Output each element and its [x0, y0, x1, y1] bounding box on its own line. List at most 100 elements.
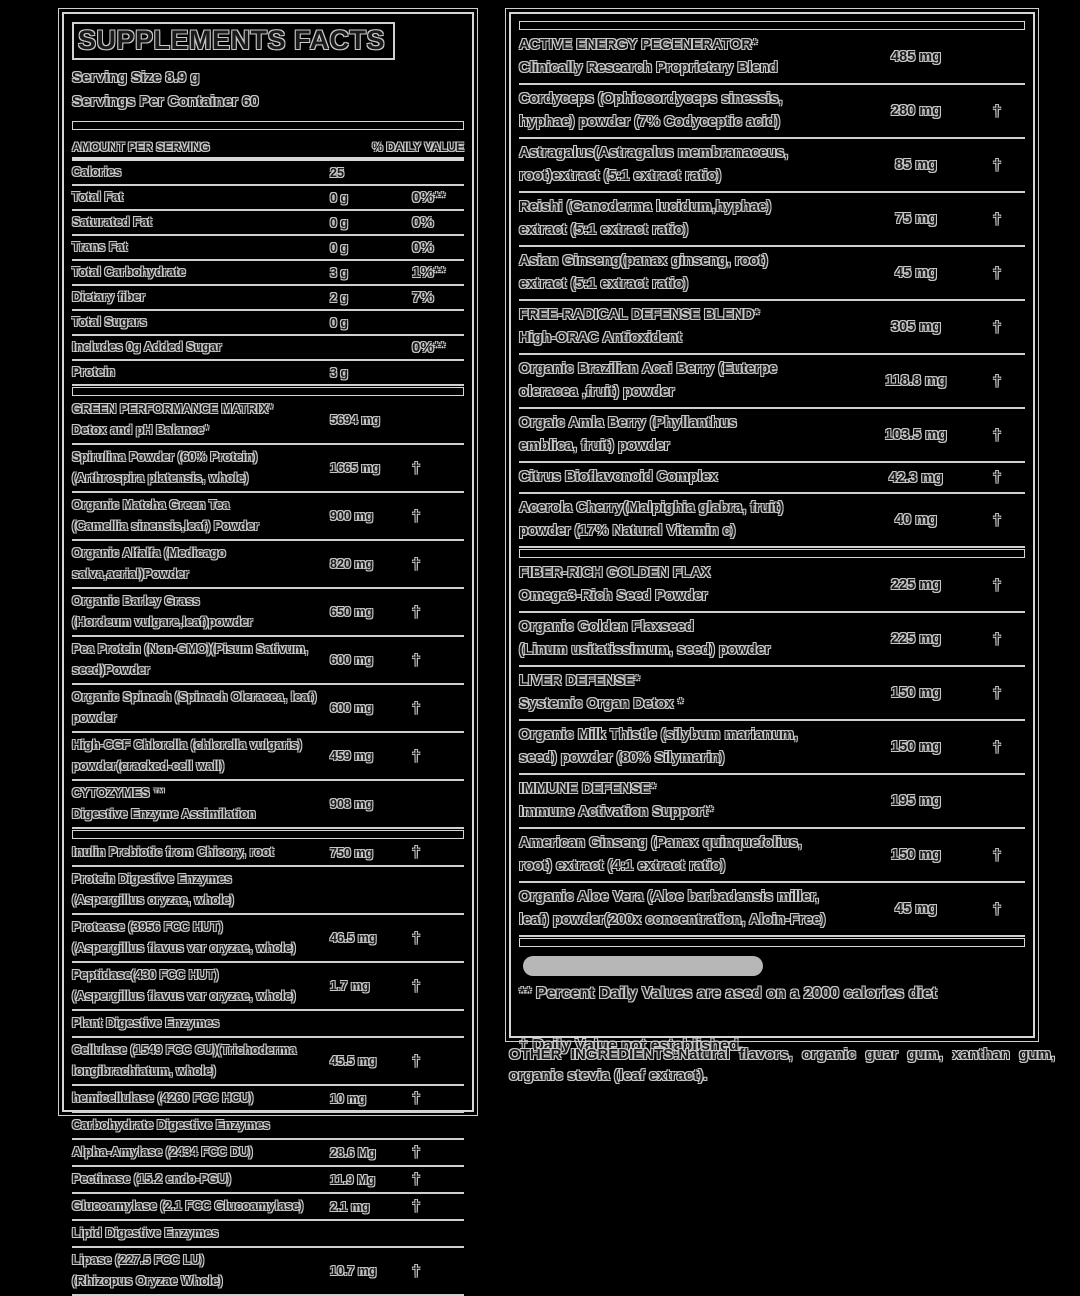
facts-row: High-CGF Chlorella (chlorella vulgaris) p… — [72, 733, 464, 781]
row-name-line: Dietary fiber — [72, 290, 145, 304]
row-daily-value-mark: † — [412, 929, 421, 947]
row-name: Organic Matcha Green Tea (Camellia sinens… — [72, 493, 330, 539]
supplement-facts-left-panel: SUPPLEMENTS FACTS Serving Size 8.9 g Ser… — [58, 8, 478, 1296]
row-name-line: Digestive Enzyme Assimilation — [72, 807, 256, 821]
row-name-line: Saturated Fat — [72, 215, 152, 229]
facts-row: Total Fat 0 g 0%** — [72, 186, 464, 211]
row-name-line: (Hordeum vulgare,leaf)powder — [72, 615, 253, 629]
facts-row: Organic Matcha Green Tea (Camellia sinens… — [72, 493, 464, 541]
row-name-line: FREE-RADICAL DEFENSE BLEND* — [519, 307, 760, 323]
row-name: CYTOZYMES ™ Digestive Enzyme Assimilation — [72, 781, 330, 827]
row-daily-value-mark: † — [992, 469, 1002, 486]
row-name-line: FIBER-RICH GOLDEN FLAX — [519, 565, 711, 581]
row-name-line: oleracea ,fruit) powder — [519, 384, 675, 400]
facts-row: Spirulina Powder (60% Protein) (Arthrospi… — [72, 445, 464, 493]
row-name-line: Protein — [72, 365, 116, 379]
row-daily-value-mark: † — [412, 747, 421, 765]
row-name-line: Organic Matcha Green Tea — [72, 498, 230, 512]
row-name-line: Immune Activation Support* — [519, 804, 714, 820]
facts-row: Astragalus(Astragalus membranaceus, root)… — [519, 139, 1025, 193]
row-name-line: hyphae) powder (7% Codyceptic acid) — [519, 114, 781, 130]
row-name-line: hemicellulase (4260 FCC HCU) — [72, 1091, 254, 1105]
row-daily-value-mark: † — [412, 651, 421, 669]
row-name: FREE-RADICAL DEFENSE BLEND* High-ORAC Ant… — [519, 301, 863, 353]
row-amount: 45.5 mg — [330, 1054, 377, 1068]
row-name-line: Pectinase (15.2 endo-PGU) — [72, 1172, 232, 1186]
row-daily-value-mark: † — [412, 699, 421, 717]
facts-row: Inulin Prebiotic from Chicory, root 750 m… — [72, 840, 464, 867]
row-amount: 750 mg — [330, 845, 374, 860]
row-daily-value-mark: † — [992, 684, 1002, 702]
row-name: Cellulase (1549 FCC CU)(Trichoderma long… — [72, 1038, 330, 1084]
row-amount: 28.6 Mg — [330, 1145, 376, 1160]
row-name-line: Reishi (Ganoderma lucidum,hyphae) — [519, 199, 772, 215]
row-amount: 150 mg — [891, 847, 941, 863]
row-name-line: extract (5:1 extract ratio) — [519, 276, 689, 292]
dagger-footnote: † Daily Value not established. — [519, 1037, 744, 1054]
facts-row: IMMUNE DEFENSE* Immune Activation Support… — [519, 775, 1025, 829]
section-divider-bar — [72, 387, 464, 396]
row-name: Cordyceps (Ophiocordyceps sinessis, hypha… — [519, 85, 863, 137]
row-amount: 103.5 mg — [884, 427, 948, 443]
row-daily-value-mark: † — [412, 1198, 421, 1215]
row-name-line: powder(cracked-cell wall) — [72, 759, 225, 773]
row-daily-value-mark: † — [992, 156, 1002, 174]
row-name: Total Carbohydrate — [72, 261, 330, 284]
row-daily-value-mark: 0% — [412, 214, 434, 231]
row-daily-value-mark: † — [412, 555, 421, 573]
row-name-line: powder (17% Natural Vitamin c) — [519, 523, 736, 539]
row-daily-value-mark: † — [412, 603, 421, 621]
row-name: Organic Brazilian Acai Berry (Euterpe ole… — [519, 355, 863, 407]
row-daily-value-mark: † — [992, 630, 1002, 648]
row-name-line: Total Carbohydrate — [72, 265, 186, 279]
row-name-line: Omega3-Rich Seed Powder — [519, 588, 708, 604]
row-name-line: Detox and pH Balance* — [72, 423, 209, 437]
row-name-line: Astragalus(Astragalus membranaceus, — [519, 145, 789, 161]
row-daily-value-mark: 7% — [412, 289, 434, 306]
row-name: Total Fat — [72, 186, 330, 209]
row-amount: 908 mg — [330, 797, 374, 811]
row-name: Alpha-Amylase (2434 FCC DU) — [72, 1140, 330, 1165]
row-amount: 280 mg — [891, 103, 941, 119]
row-amount: 225 mg — [891, 631, 941, 647]
row-name-line: Protein Digestive Enzymes — [72, 872, 232, 886]
row-amount: 1.7 mg — [330, 979, 370, 993]
column-header-dv: % DAILY VALUE — [372, 140, 464, 154]
facts-row: Protein Digestive Enzymes (Aspergillus or… — [72, 867, 464, 915]
row-name-line: (Rhizopus Oryzae Whole) — [72, 1274, 223, 1288]
row-name-line: extract (5:1 extract ratio) — [519, 222, 689, 238]
row-amount: 11.9 Mg — [330, 1172, 376, 1187]
row-name-line: Organic Milk Thistle (silybum marianum, — [519, 727, 798, 743]
facts-row: Total Sugars 0 g — [72, 311, 464, 336]
row-name-line: IMMUNE DEFENSE* — [519, 781, 656, 797]
row-name: Total Sugars — [72, 311, 330, 334]
row-name: LIVER DEFENSE* Systemic Organ Detox * — [519, 667, 863, 719]
row-daily-value-mark: † — [412, 459, 421, 477]
row-name: Orgaic Amla Berry (Phyllanthus emblica, f… — [519, 409, 863, 461]
row-amount: 485 mg — [891, 49, 941, 65]
row-amount: 150 mg — [891, 739, 941, 755]
row-name-line: GREEN PERFORMANCE MATRIX* — [72, 402, 274, 416]
facts-row: Lipid Digestive Enzymes — [72, 1221, 464, 1248]
row-amount: 85 mg — [895, 157, 937, 173]
section-divider-bar — [72, 121, 464, 130]
row-name-line: Peptidase(430 FCC HUT) — [72, 968, 219, 982]
row-name: Protein — [72, 361, 330, 384]
row-amount: 118.8 mg — [885, 373, 947, 389]
row-name-line: (Aspergillus flavus var oryzae, whole) — [72, 941, 296, 955]
row-amount: 2.1 mg — [330, 1199, 370, 1214]
row-name: Organic Alfalfa (Medicago salva,aerial)P… — [72, 541, 330, 587]
row-daily-value-mark: † — [412, 1090, 421, 1107]
row-name-line: Orgaic Amla Berry (Phyllanthus — [519, 415, 737, 431]
row-name-line: Clinically Research Proprietary Blend — [519, 60, 778, 76]
facts-row: Organic Golden Flaxseed (Linum usitatissi… — [519, 613, 1025, 667]
supplement-facts-right-panel: ACTIVE ENERGY PEGENERATOR* Clinically Res… — [505, 8, 1039, 1054]
row-daily-value-mark: † — [412, 977, 421, 995]
row-amount: 1665 mg — [330, 461, 381, 475]
row-amount: 150 mg — [891, 685, 941, 701]
section-divider-bar — [519, 21, 1025, 30]
row-daily-value-mark: † — [412, 1171, 421, 1188]
row-name: hemicellulase (4260 FCC HCU) — [72, 1086, 330, 1111]
row-name: Inulin Prebiotic from Chicory, root — [72, 840, 330, 865]
facts-row: Alpha-Amylase (2434 FCC DU) 28.6 Mg † — [72, 1140, 464, 1167]
